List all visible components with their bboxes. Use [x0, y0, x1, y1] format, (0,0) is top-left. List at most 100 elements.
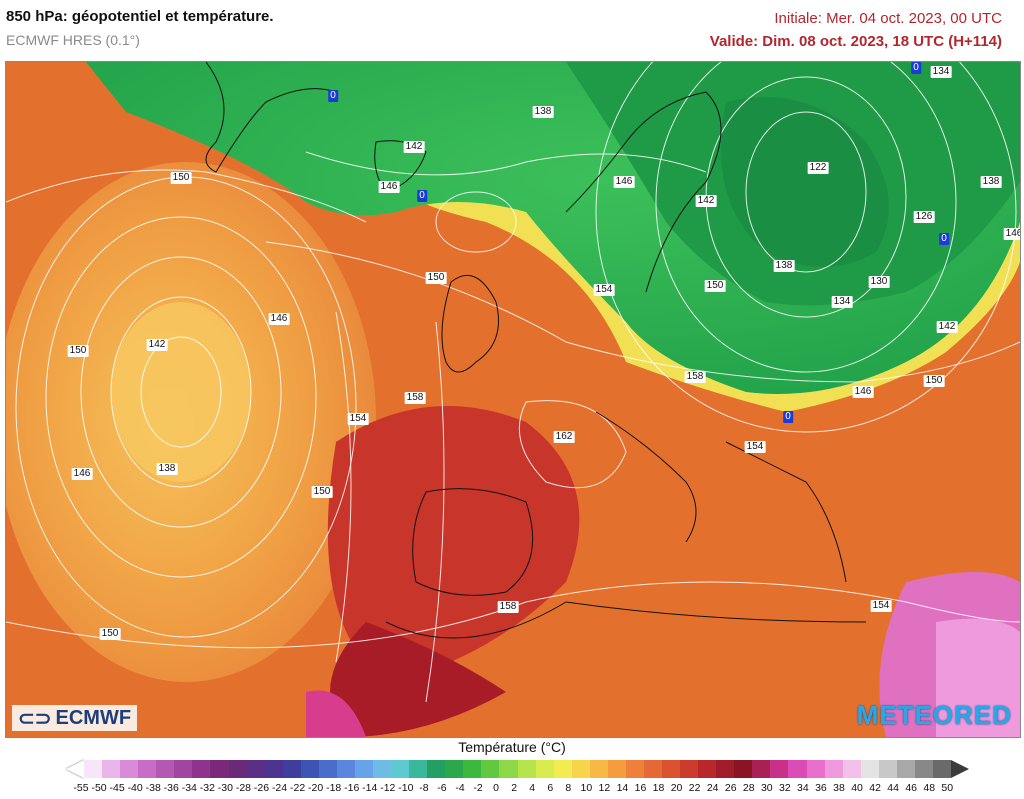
- legend-tick: 6: [547, 782, 554, 794]
- legend-swatch: [246, 760, 265, 778]
- legend-tick: 2: [511, 782, 518, 794]
- legend-tick: -8: [419, 782, 429, 794]
- legend-swatch: [156, 760, 175, 778]
- legend-tick: -38: [145, 782, 161, 794]
- legend-tick: 40: [851, 782, 863, 794]
- iberia-heat: [327, 406, 580, 682]
- contour-label: 142: [695, 195, 717, 207]
- legend-swatch: [932, 760, 951, 778]
- legend-tick: 18: [652, 782, 665, 794]
- legend-swatch: [445, 760, 464, 778]
- legend-swatch: [84, 760, 103, 778]
- legend-swatch: [896, 760, 915, 778]
- legend-swatch: [192, 760, 211, 778]
- contour-label: 0: [328, 90, 338, 102]
- legend-tick: 8: [565, 782, 572, 794]
- contour-label: 150: [99, 628, 121, 640]
- legend-swatch: [300, 760, 319, 778]
- legend-swatch: [517, 760, 536, 778]
- header-left: 850 hPa: géopotentiel et température. EC…: [6, 8, 274, 48]
- legend-swatch: [752, 760, 771, 778]
- legend-swatch: [354, 760, 373, 778]
- legend-tick: -22: [289, 782, 306, 794]
- model-name: ECMWF HRES (0.1°): [6, 32, 140, 48]
- legend-swatch: [102, 760, 121, 778]
- contour-label: 0: [911, 62, 921, 74]
- legend-tick: 10: [580, 782, 593, 794]
- legend-swatch: [842, 760, 861, 778]
- legend-tick: -4: [455, 782, 465, 794]
- contour-label: 130: [868, 276, 890, 288]
- legend-tick: 12: [598, 782, 611, 794]
- legend-swatch: [535, 760, 554, 778]
- legend-swatch: [553, 760, 572, 778]
- contour-label: 146: [852, 386, 874, 398]
- legend-tick: 44: [887, 782, 899, 794]
- ecmwf-mark-icon: ⊂⊃: [18, 707, 52, 730]
- legend-swatch: [336, 760, 355, 778]
- legend-tick: -34: [181, 782, 197, 794]
- legend-tick: -14: [362, 782, 378, 794]
- contour-label: 158: [404, 392, 426, 404]
- contour-label: 142: [936, 321, 958, 333]
- contour-label: 150: [425, 272, 447, 284]
- legend-max-arrow: [951, 760, 969, 778]
- legend-swatch: [138, 760, 157, 778]
- legend-tick: -18: [326, 782, 342, 794]
- legend-tick: 26: [724, 782, 737, 794]
- legend-swatch: [716, 760, 735, 778]
- legend-swatch: [499, 760, 518, 778]
- legend-tick: -20: [308, 782, 324, 794]
- contour-label: 150: [704, 280, 726, 292]
- header-right: Initiale: Mer. 04 oct. 2023, 00 UTC Vali…: [710, 10, 1002, 50]
- contour-label: 122: [807, 162, 829, 174]
- legend-swatch: [589, 760, 608, 778]
- legend-swatch: [806, 760, 825, 778]
- legend-tick: -6: [437, 782, 447, 794]
- legend-min-arrow: [66, 760, 84, 778]
- legend-swatch: [824, 760, 843, 778]
- contour-label: 154: [870, 600, 892, 612]
- weather-map[interactable]: 150 138 142 146 0 0 146 142 122 126 138 134 0 0 146 138…: [5, 61, 1021, 738]
- legend-swatch: [120, 760, 139, 778]
- legend-tick: -12: [380, 782, 396, 794]
- legend-tick: 28: [742, 782, 755, 794]
- contour-label: 126: [913, 211, 935, 223]
- ecmwf-logo: ⊂⊃ ECMWF: [12, 705, 138, 731]
- legend-tick: 14: [616, 782, 629, 794]
- legend-tick: -50: [91, 782, 107, 794]
- contour-label: 154: [347, 413, 369, 425]
- legend-swatch: [734, 760, 753, 778]
- contour-label: 138: [980, 176, 1002, 188]
- contour-label: 142: [146, 339, 168, 351]
- contour-label: 158: [497, 601, 519, 613]
- legend-swatch: [662, 760, 681, 778]
- legend-tick: 46: [905, 782, 918, 794]
- legend-tick: -28: [235, 782, 252, 794]
- legend-tick: -36: [163, 782, 179, 794]
- legend-swatch: [571, 760, 590, 778]
- legend-swatch: [427, 760, 446, 778]
- legend-tick: 42: [869, 782, 881, 794]
- contour-label: 142: [403, 141, 425, 153]
- legend-swatch: [607, 760, 626, 778]
- legend-swatch: [282, 760, 301, 778]
- legend-swatch: [878, 760, 897, 778]
- legend-swatch: [373, 760, 392, 778]
- coastlines: [205, 62, 867, 639]
- legend-tick: 38: [833, 782, 845, 794]
- legend-tick: 32: [779, 782, 791, 794]
- contour-label: 146: [1003, 228, 1020, 240]
- legend-tick: -30: [217, 782, 233, 794]
- legend-tick: -32: [199, 782, 215, 794]
- legend-swatch: [210, 760, 229, 778]
- legend-tick: -24: [271, 782, 288, 794]
- legend-tick: 20: [670, 782, 683, 794]
- temperature-legend: [84, 760, 951, 778]
- contour-label: 138: [156, 463, 178, 475]
- contour-label: 150: [67, 345, 89, 357]
- legend-swatch: [264, 760, 283, 778]
- legend-title: Température (°C): [458, 739, 566, 755]
- legend-tick: -2: [473, 782, 483, 794]
- legend-tick: 34: [797, 782, 809, 794]
